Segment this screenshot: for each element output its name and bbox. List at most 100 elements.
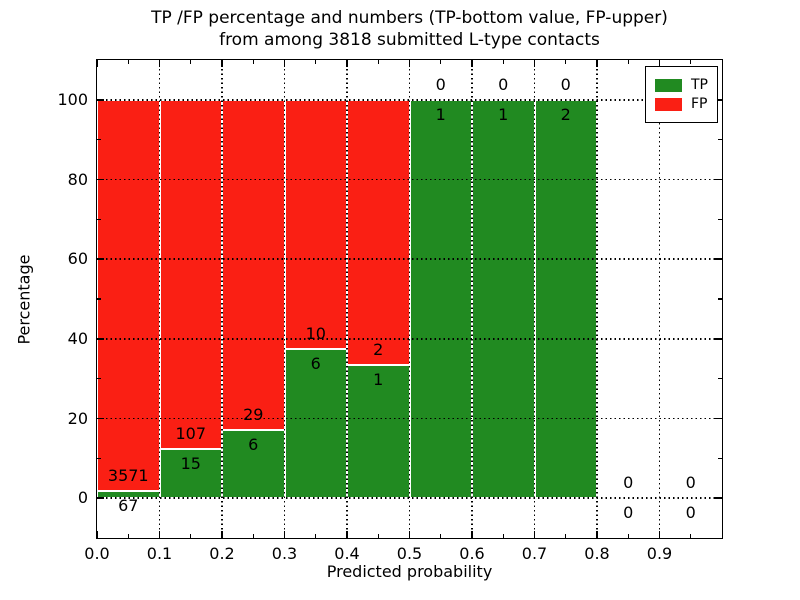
fp-count-label-1: 107 <box>175 424 207 444</box>
legend-entry-fp: FP <box>655 96 708 112</box>
y-major-tick-right <box>715 178 722 181</box>
gridline-y-60 <box>97 258 722 260</box>
bar-fp-0 <box>97 99 160 491</box>
x-minor-tick-top <box>315 60 317 64</box>
x-tick-label-0.8: 0.8 <box>584 544 610 563</box>
y-major-tick-right <box>715 99 722 101</box>
x-minor-tick-top <box>190 60 192 64</box>
y-major-tick-right <box>715 258 722 260</box>
x-axis-label: Predicted probability <box>326 562 493 581</box>
gridline-y-80 <box>97 178 722 181</box>
chart-title-line1: TP /FP percentage and numbers (TP-bottom… <box>151 8 668 28</box>
y-major-tick-right <box>715 417 722 420</box>
fp-count-label-2: 29 <box>243 404 264 424</box>
x-minor-tick-bottom <box>627 534 629 538</box>
x-minor-tick-top <box>502 60 504 64</box>
x-tick-label-0.0: 0.0 <box>84 544 110 563</box>
y-tick-label-60: 60 <box>67 249 88 269</box>
tp-count-label-8: 0 <box>623 503 634 523</box>
fp-color-swatch <box>655 97 682 111</box>
gridline-x-0.6 <box>471 60 473 538</box>
gridline-x-0.8 <box>596 60 598 538</box>
legend: TP FP <box>645 66 718 123</box>
x-minor-tick-bottom <box>315 534 317 538</box>
x-tick-label-0.9: 0.9 <box>646 544 673 563</box>
gridline-x-0.4 <box>346 60 348 538</box>
fp-count-label-9: 0 <box>685 473 696 493</box>
x-minor-tick-bottom <box>565 534 567 538</box>
x-minor-tick-top <box>690 60 692 64</box>
x-major-tick-bottom <box>408 531 411 538</box>
x-major-tick-top <box>471 60 473 67</box>
x-minor-tick-top <box>377 60 379 64</box>
y-major-tick-left <box>97 258 104 260</box>
gridline-x-0.1 <box>158 60 161 538</box>
x-major-tick-top <box>221 60 223 67</box>
x-minor-tick-bottom <box>440 534 442 538</box>
x-tick-label-0.1: 0.1 <box>146 544 173 563</box>
gridline-y-40 <box>97 338 722 340</box>
gridline-x-0.3 <box>283 60 286 538</box>
y-minor-tick-left <box>97 218 101 221</box>
tp-count-label-6: 1 <box>498 104 509 124</box>
x-major-tick-bottom <box>221 531 223 538</box>
legend-label-fp: FP <box>691 96 708 112</box>
tp-count-label-2: 6 <box>248 434 259 454</box>
y-axis-label: Percentage <box>14 254 34 345</box>
bar-fp-1 <box>159 99 222 450</box>
tp-count-label-3: 6 <box>310 353 321 373</box>
x-major-tick-top <box>283 60 286 67</box>
y-tick-label-100: 100 <box>57 89 88 109</box>
x-minor-tick-bottom <box>127 534 129 538</box>
y-minor-tick-right <box>718 457 722 460</box>
fp-count-label-3: 10 <box>305 323 326 343</box>
bar-fp-4 <box>347 99 410 366</box>
fp-count-label-6: 0 <box>498 74 509 94</box>
x-tick-label-0.5: 0.5 <box>396 544 423 563</box>
x-tick-label-0.4: 0.4 <box>334 544 360 563</box>
x-major-tick-top <box>533 60 536 67</box>
x-major-tick-top <box>96 60 98 67</box>
legend-entry-tp: TP <box>655 77 708 93</box>
fp-count-label-4: 2 <box>373 340 384 360</box>
y-minor-tick-right <box>718 377 722 380</box>
y-major-tick-right <box>715 338 722 340</box>
gridline-y-100 <box>97 99 722 101</box>
x-major-tick-top <box>658 60 661 67</box>
gridline-x-0.9 <box>658 60 661 538</box>
y-major-tick-right <box>715 497 722 499</box>
gridline-x-0.2 <box>221 60 223 538</box>
x-major-tick-bottom <box>471 531 473 538</box>
plot-area: 3571 67 107 15 29 6 10 6 2 1 0 1 0 1 0 2 0 0 0 0 <box>96 59 723 539</box>
y-minor-tick-left <box>97 457 101 460</box>
x-major-tick-bottom <box>158 531 161 538</box>
chart-title-line2: from among 3818 submitted L-type contact… <box>219 30 600 50</box>
y-minor-tick-right <box>718 218 722 221</box>
gridline-x-0.5 <box>408 60 411 538</box>
x-minor-tick-bottom <box>252 534 254 538</box>
x-major-tick-bottom <box>533 531 536 538</box>
x-major-tick-top <box>346 60 348 67</box>
y-minor-tick-left <box>97 298 101 300</box>
x-major-tick-top <box>158 60 161 67</box>
bar-fp-2 <box>222 99 285 430</box>
tp-count-label-7: 2 <box>560 104 571 124</box>
y-minor-tick-left <box>97 377 101 380</box>
y-tick-label-40: 40 <box>67 328 88 348</box>
fp-count-label-0: 3571 <box>107 465 149 485</box>
x-major-tick-top <box>596 60 598 67</box>
x-major-tick-bottom <box>658 531 661 538</box>
x-minor-tick-top <box>627 60 629 64</box>
chart-title: TP /FP percentage and numbers (TP-bottom… <box>97 7 722 51</box>
tp-count-label-0: 67 <box>118 495 139 515</box>
y-major-tick-left <box>97 338 104 340</box>
bar-fp-3 <box>284 99 347 349</box>
y-major-tick-left <box>97 497 104 499</box>
legend-label-tp: TP <box>691 77 708 93</box>
y-tick-label-0: 0 <box>77 488 88 508</box>
bar-tp-6 <box>472 99 535 499</box>
bar-tp-5 <box>409 99 472 499</box>
x-major-tick-top <box>408 60 411 67</box>
x-minor-tick-bottom <box>502 534 504 538</box>
